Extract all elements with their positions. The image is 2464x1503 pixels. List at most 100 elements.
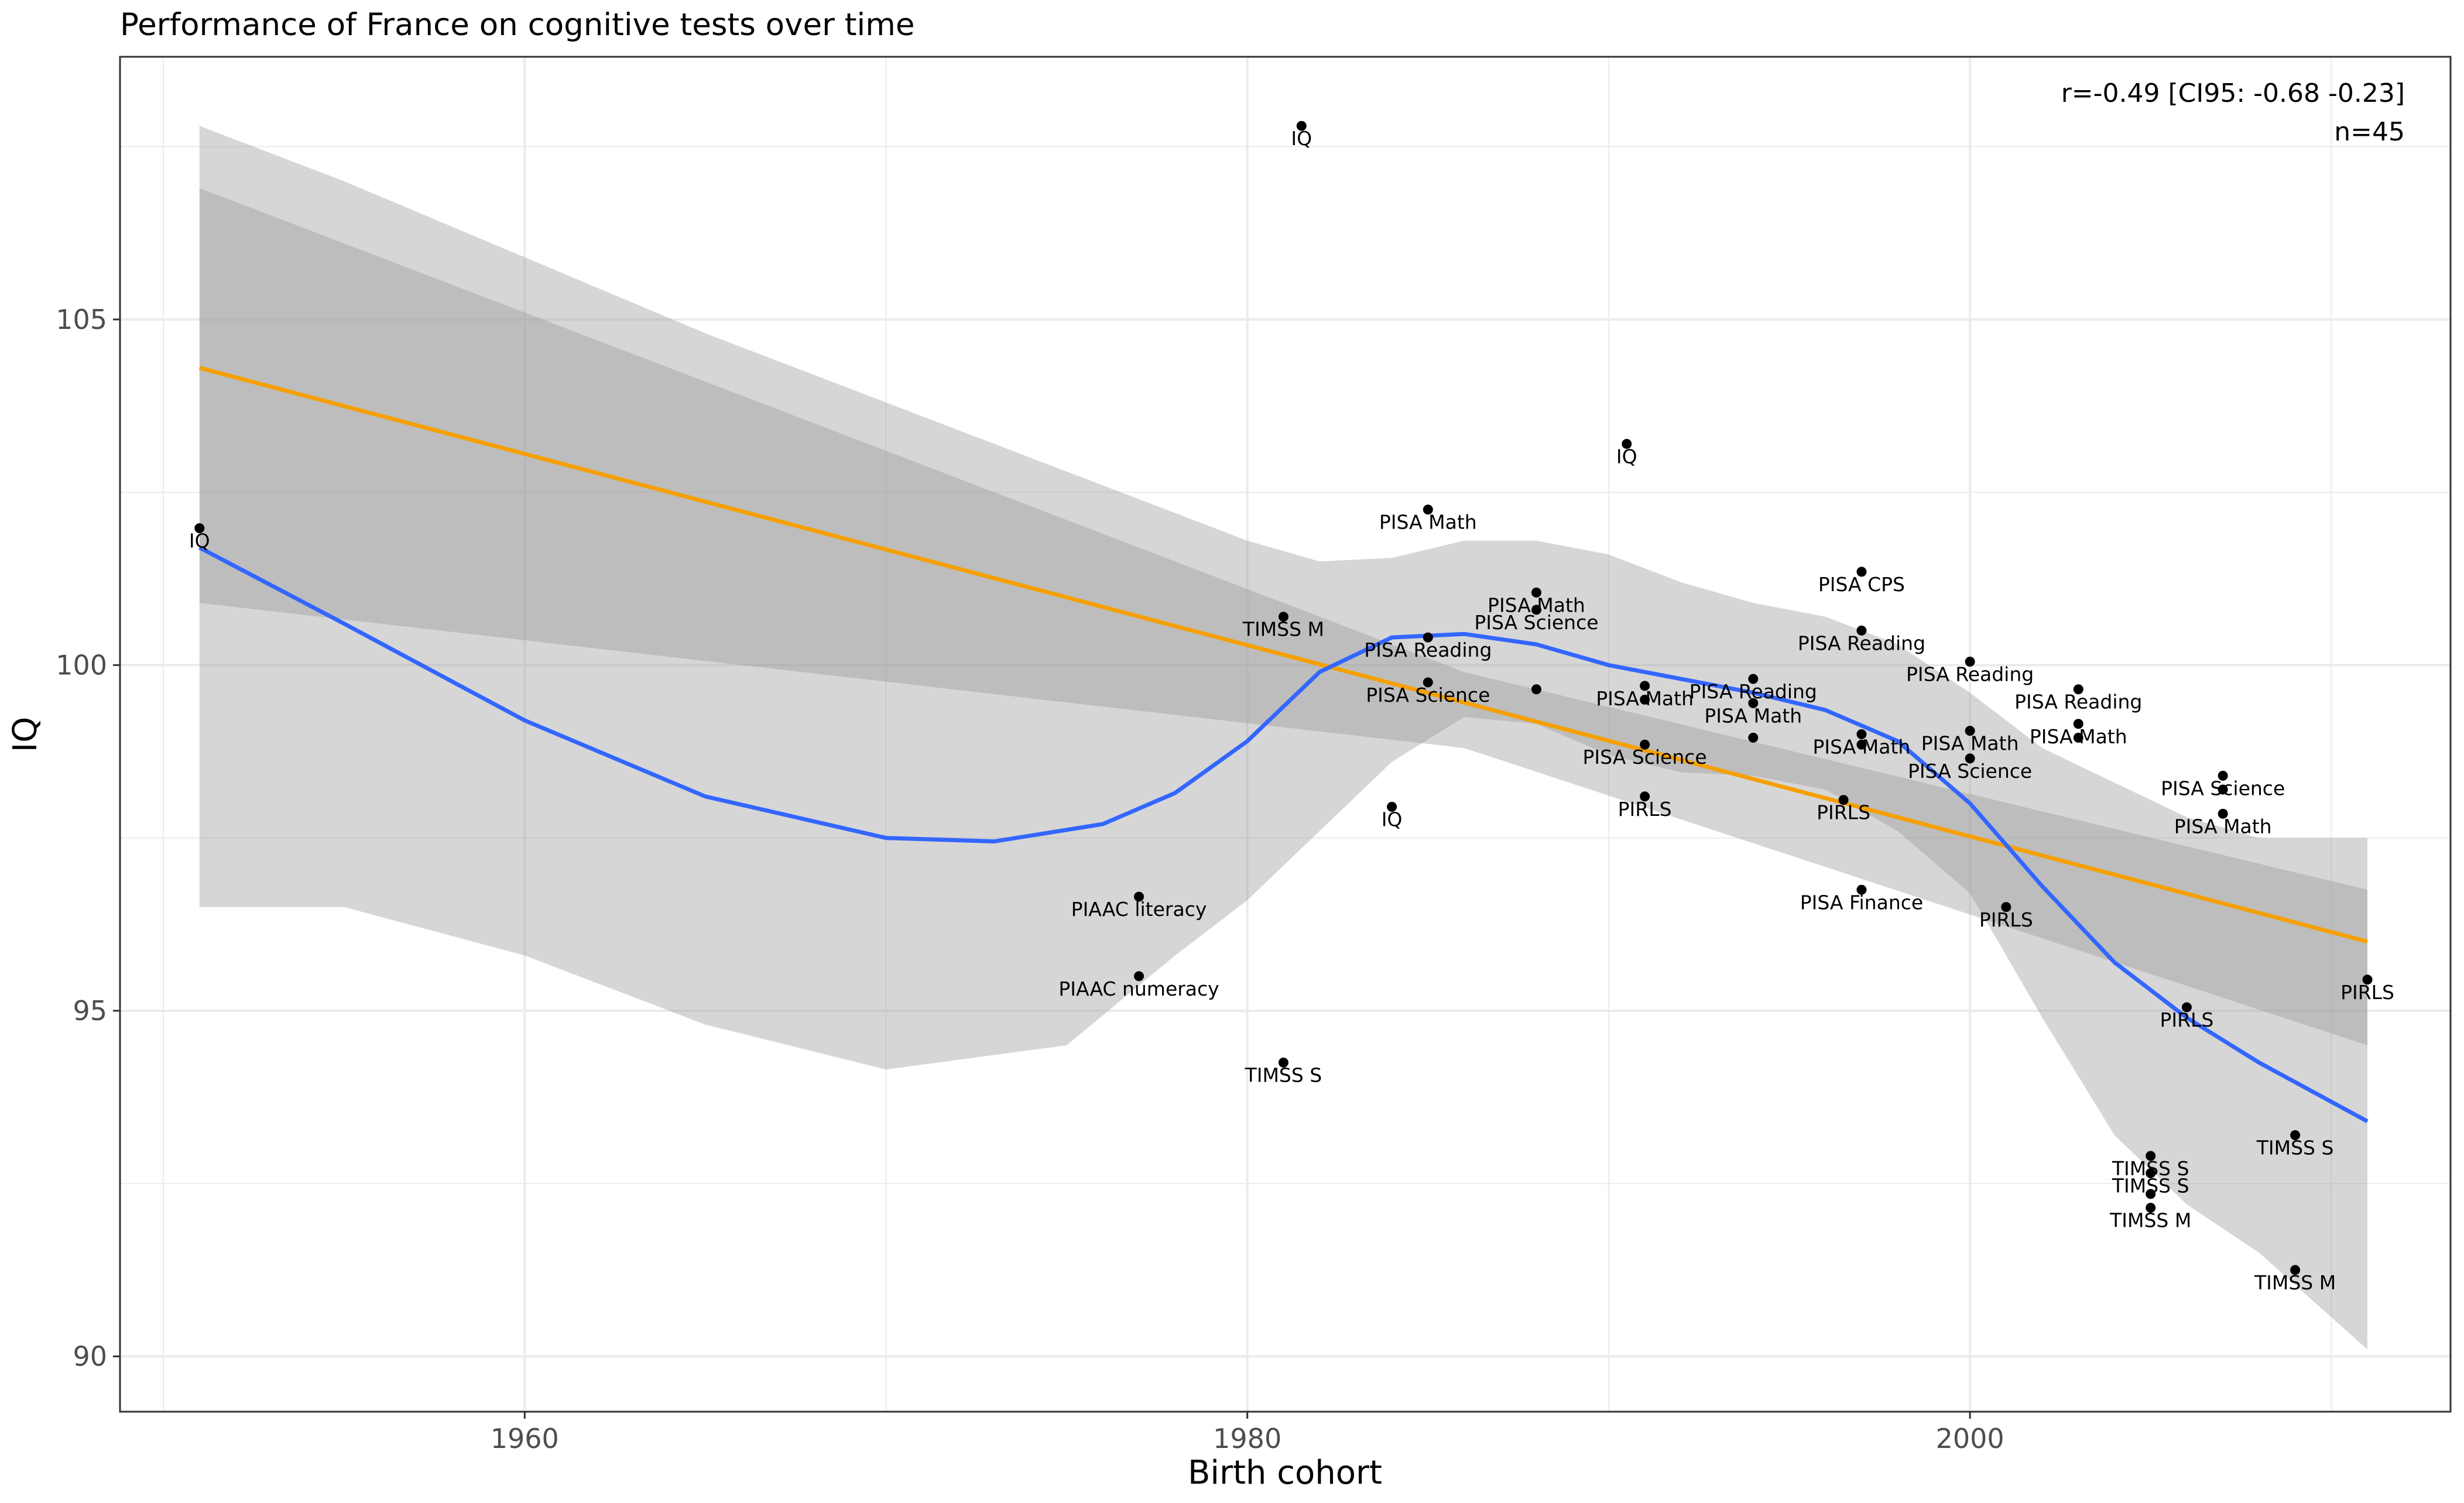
y-tick-label: 95 <box>73 995 107 1027</box>
point-label: TIMSS S <box>2256 1137 2334 1159</box>
data-point <box>1278 612 1288 622</box>
data-point <box>1748 674 1759 684</box>
correlation-annotation: r=-0.49 [CI95: -0.68 -0.23] <box>2061 78 2405 108</box>
data-point <box>1856 739 1867 750</box>
point-label: TIMSS S <box>2112 1175 2189 1197</box>
data-point <box>1622 438 1632 449</box>
data-point <box>1387 802 1397 812</box>
point-label: PISA Science <box>2161 777 2285 799</box>
point-label: PISA Science <box>1366 684 1490 706</box>
loess-confidence-band <box>199 126 2367 1350</box>
data-points <box>194 121 2373 1275</box>
data-point <box>2001 902 2011 912</box>
data-point <box>1965 726 1975 736</box>
point-label: TIMSS M <box>1242 618 1324 641</box>
x-tick-label: 1980 <box>1213 1423 1281 1454</box>
point-label: PISA Reading <box>2014 691 2142 713</box>
point-label: TIMSS M <box>2254 1271 2336 1294</box>
data-point <box>2146 1189 2156 1199</box>
point-label: PIRLS <box>2160 1008 2213 1031</box>
x-axis-title: Birth cohort <box>1188 1454 1382 1492</box>
point-label: PIAAC literacy <box>1071 898 1207 921</box>
point-label: PISA Finance <box>1800 891 1924 914</box>
point-label: PISA Math <box>1813 736 1911 759</box>
x-tick-label: 1960 <box>491 1423 559 1454</box>
data-point <box>1296 121 1307 131</box>
data-point <box>2218 784 2228 795</box>
point-label: IQ <box>1291 127 1312 150</box>
point-label: PIRLS <box>2340 981 2394 1004</box>
y-axis-title: IQ <box>6 717 44 753</box>
point-label: TIMSS S <box>1245 1064 1322 1087</box>
data-point <box>2362 974 2373 985</box>
point-label: PISA Reading <box>1798 632 1925 654</box>
data-point <box>1278 1058 1288 1068</box>
y-tick-label: 105 <box>56 304 107 335</box>
data-point <box>1748 732 1759 743</box>
point-label: PISA CPS <box>1818 573 1905 596</box>
data-point <box>1423 632 1433 643</box>
point-label: PISA Math <box>2030 725 2127 748</box>
point-label: PIAAC numeracy <box>1058 977 1219 1000</box>
fit-lines <box>198 366 2369 1123</box>
data-point <box>2181 1002 2192 1013</box>
point-label: PISA Math <box>1921 732 2019 755</box>
data-point <box>1531 605 1541 615</box>
data-point <box>2073 719 2083 729</box>
data-point <box>1423 677 1433 688</box>
point-label: PIRLS <box>1618 798 1672 821</box>
data-point <box>1134 891 1144 902</box>
data-point <box>2146 1168 2156 1179</box>
point-label: PISA Reading <box>1689 680 1817 703</box>
point-label: TIMSS S <box>2112 1157 2189 1180</box>
point-label: PISA Reading <box>1364 639 1492 661</box>
y-tick-label: 90 <box>73 1341 107 1372</box>
data-point <box>2073 732 2083 743</box>
point-label: PISA Science <box>1583 746 1707 768</box>
point-label: PISA Math <box>1704 704 1802 727</box>
data-point <box>1423 505 1433 515</box>
data-point <box>1856 625 1867 636</box>
data-point <box>2146 1203 2156 1213</box>
data-point <box>1965 753 1975 764</box>
y-tick-label: 100 <box>56 649 107 681</box>
data-point <box>1531 684 1541 695</box>
data-point <box>1838 795 1849 805</box>
data-point <box>1856 729 1867 739</box>
point-label: IQ <box>1616 445 1637 468</box>
data-point <box>1640 739 1650 750</box>
data-point <box>194 523 205 534</box>
data-point <box>1640 694 1650 705</box>
point-label: IQ <box>189 530 210 553</box>
y-axis: 90 95 100 105 <box>56 304 120 1372</box>
data-point <box>2290 1265 2301 1275</box>
data-point <box>1531 587 1541 598</box>
point-label: PISA Reading <box>1906 663 2034 685</box>
data-point <box>1134 971 1144 982</box>
point-label: IQ <box>1382 808 1403 831</box>
data-point <box>2218 770 2228 781</box>
sample-size-annotation: n=45 <box>2334 117 2405 147</box>
data-point <box>1748 698 1759 708</box>
point-label: PISA Math <box>2174 815 2272 838</box>
data-point <box>1965 656 1975 667</box>
point-label: PISA Math <box>1379 511 1477 534</box>
panel-border <box>119 56 2452 1413</box>
point-label: PISA Science <box>1474 611 1598 634</box>
point-label: PISA Math <box>1596 687 1694 710</box>
data-point <box>2218 808 2228 819</box>
point-label: PISA Math <box>1488 593 1585 616</box>
x-axis: 1960 1980 2000 <box>491 1412 2004 1454</box>
point-label: PIRLS <box>1979 908 2033 931</box>
loess-fit-line <box>198 545 2369 1123</box>
data-point <box>1856 884 1867 895</box>
x-tick-label: 2000 <box>1936 1423 2004 1454</box>
data-point <box>2073 684 2083 695</box>
point-label: TIMSS M <box>2109 1209 2191 1232</box>
data-point <box>2146 1151 2156 1161</box>
chart-title: Performance of France on cognitive tests… <box>120 7 914 43</box>
data-point <box>1856 567 1867 577</box>
